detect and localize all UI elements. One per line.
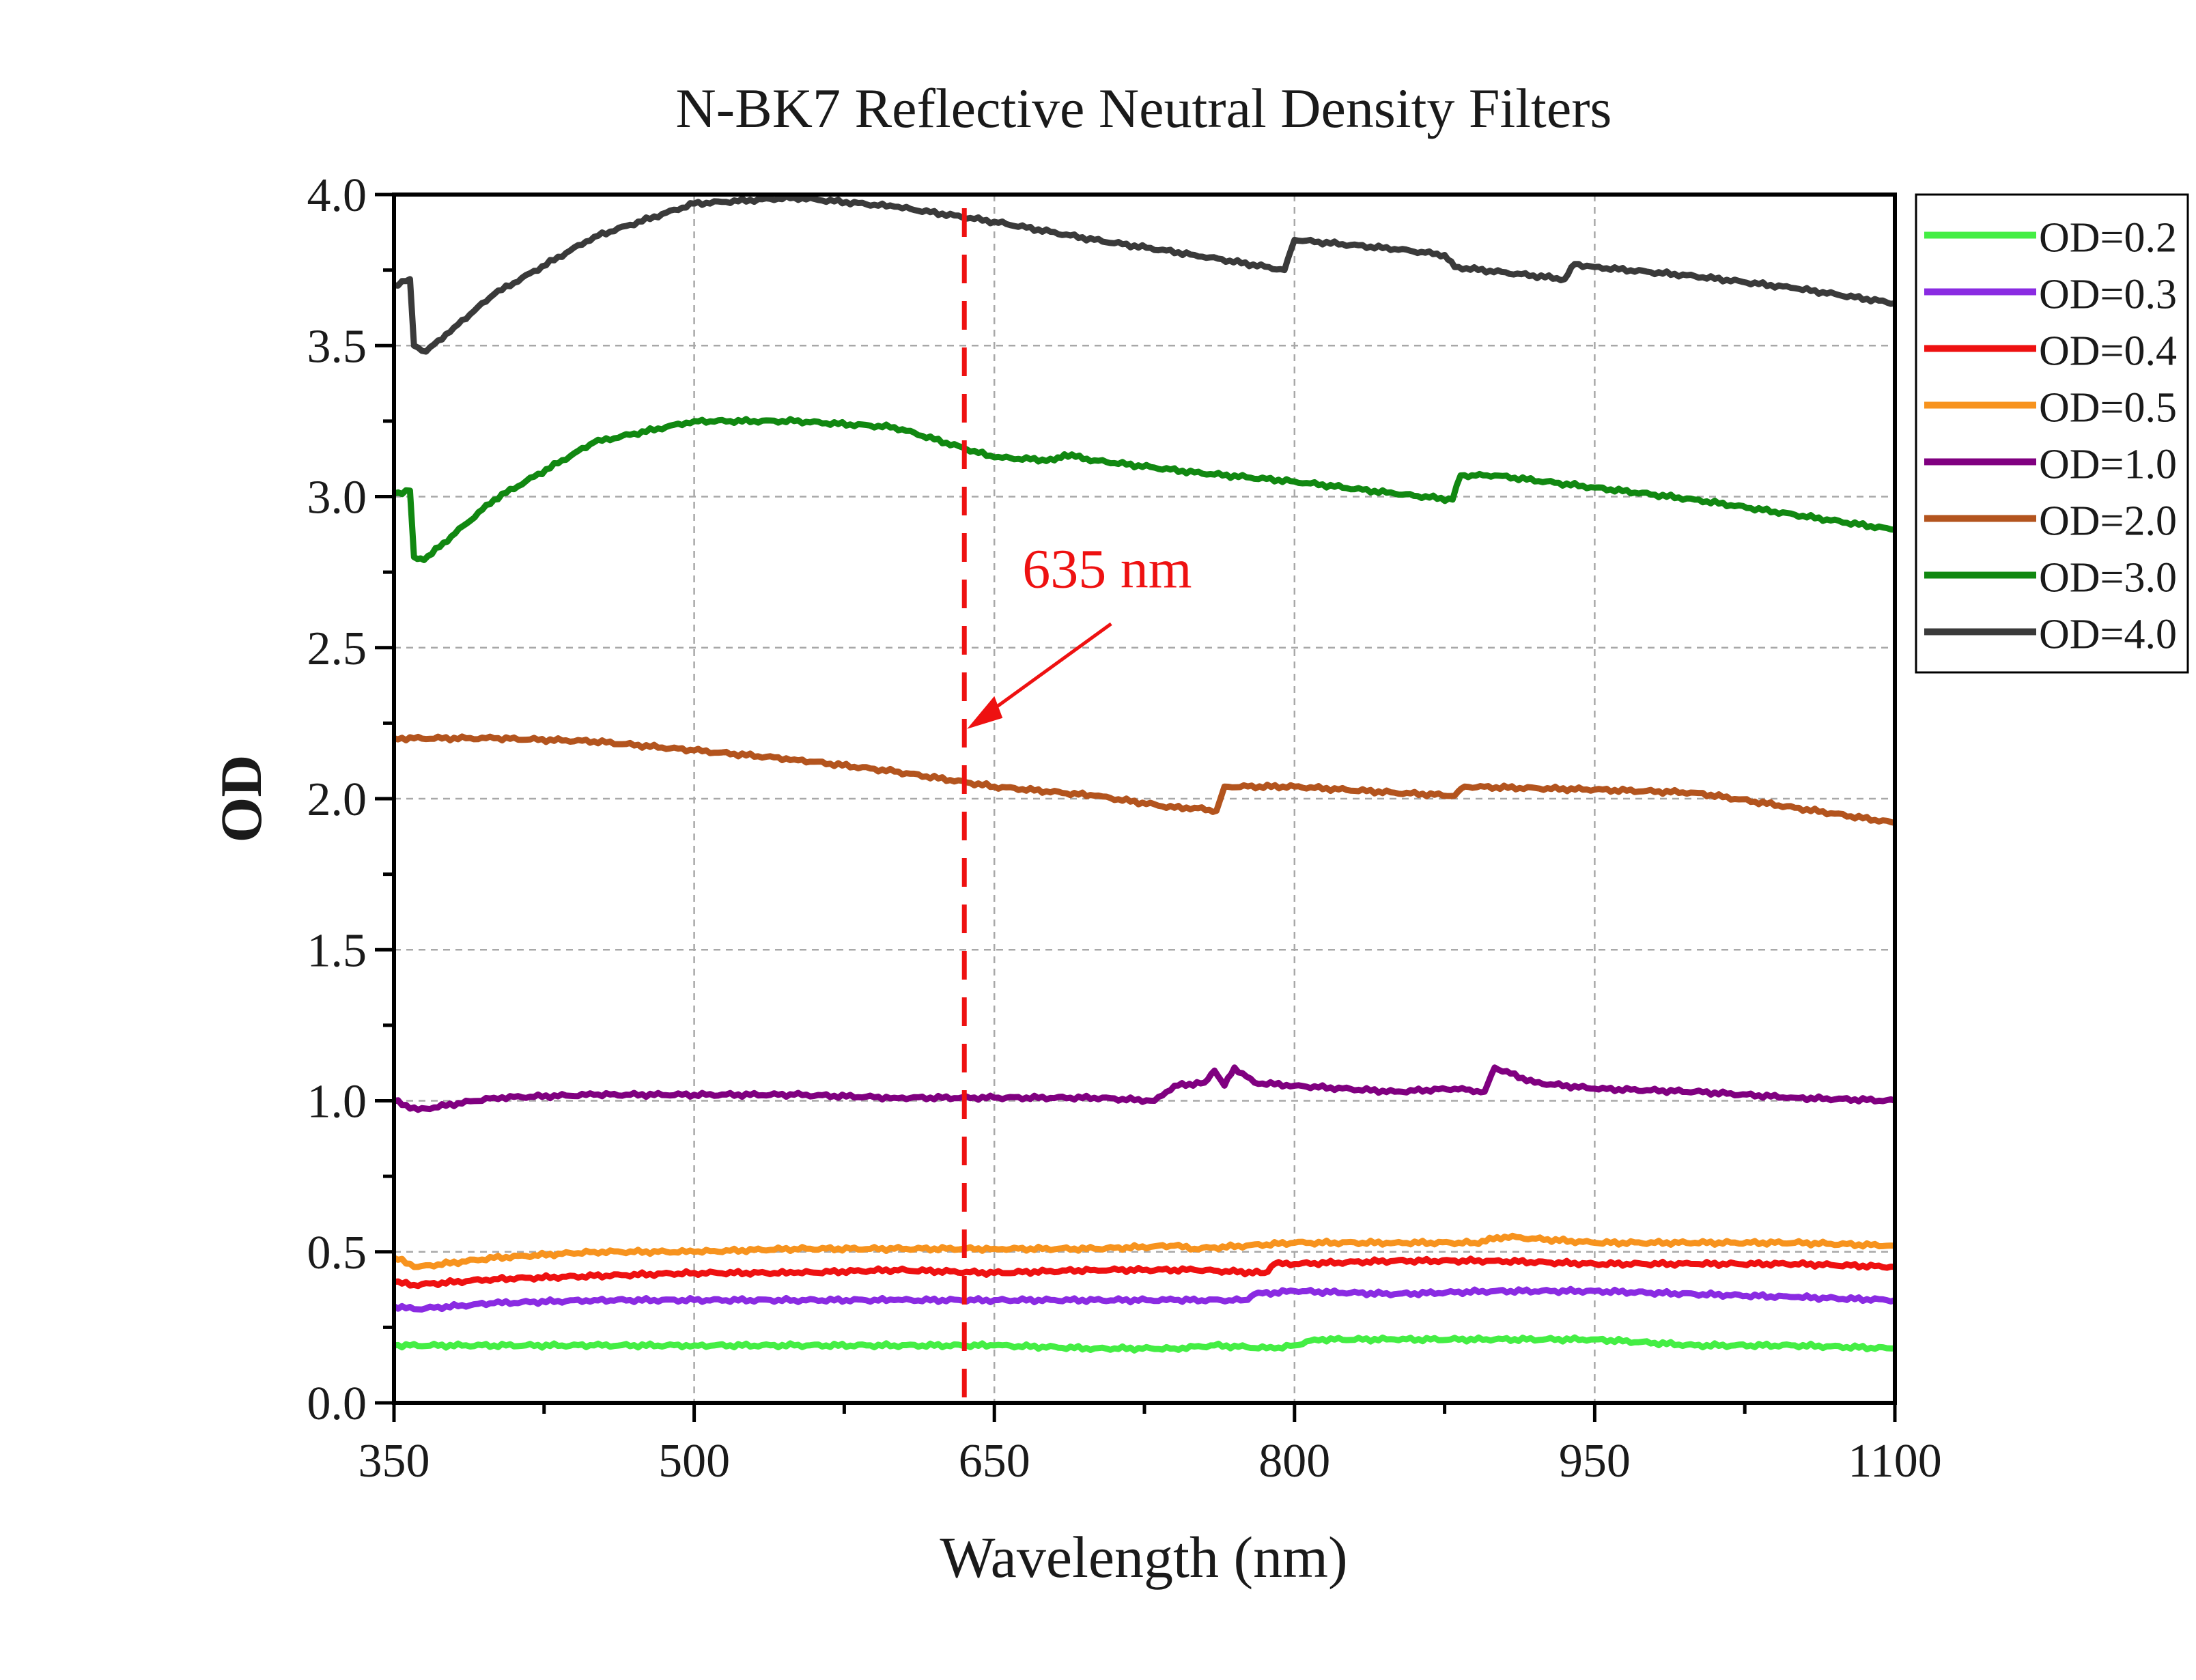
y-tick-label: 0.5 <box>307 1227 367 1279</box>
x-tick-label: 350 <box>358 1435 430 1487</box>
series-line-OD=3.0 <box>393 416 1896 563</box>
legend-label: OD=0.4 <box>2039 328 2177 375</box>
legend-box <box>1915 193 2189 674</box>
legend-label: OD=0.2 <box>2039 215 2177 261</box>
y-tick-label: 1.5 <box>307 924 367 977</box>
chart-title: N-BK7 Reflective Neutral Density Filters <box>676 77 1612 139</box>
x-axis-label: Wavelength (nm) <box>940 1524 1347 1590</box>
series-line-OD=0.3 <box>392 1285 1896 1313</box>
annotation-arrowhead <box>967 696 1003 729</box>
y-tick-label: 1.0 <box>307 1076 367 1128</box>
y-axis-label: OD <box>208 755 274 843</box>
annotation-arrow <box>978 622 1112 721</box>
y-tick-label: 2.5 <box>307 623 367 675</box>
series-line-OD=0.2 <box>393 1334 1896 1354</box>
legend-label: OD=1.0 <box>2039 442 2177 488</box>
legend: OD=0.2 OD=0.3 OD=0.4 OD=0.5 OD=1.0 OD=2.0 OD=3… <box>1915 193 2189 674</box>
y-tick-label: 0.0 <box>307 1378 367 1430</box>
x-tick-label: 1100 <box>1848 1435 1941 1487</box>
legend-label: OD=2.0 <box>2039 498 2177 545</box>
series-group <box>392 193 1896 1354</box>
gridlines <box>394 195 1895 1403</box>
y-tick-label: 2.0 <box>307 773 367 826</box>
series-line-OD=2.0 <box>393 733 1896 826</box>
y-tick-label: 4.0 <box>307 169 367 222</box>
annotation-group: 635 nm <box>961 208 1192 1403</box>
series-line-OD=1.0 <box>393 1064 1896 1113</box>
series-line-OD=4.0 <box>393 193 1896 355</box>
y-tick-label: 3.5 <box>307 320 367 373</box>
series-line-OD=0.5 <box>393 1232 1896 1270</box>
x-tick-label: 800 <box>1258 1435 1330 1487</box>
legend-label: OD=0.3 <box>2039 272 2177 318</box>
y-tick-label: 3.0 <box>307 472 367 524</box>
x-tick-label: 950 <box>1559 1435 1631 1487</box>
x-tick-label: 500 <box>658 1435 730 1487</box>
legend-label: OD=3.0 <box>2039 555 2177 601</box>
axes: 350 500 650 800 950 1100 0.0 0.5 1.0 1.5 2.0 2.5 3.0… <box>307 169 1942 1487</box>
annotation-label: 635 nm <box>1022 537 1192 599</box>
legend-label: OD=4.0 <box>2039 612 2177 658</box>
legend-label: OD=0.5 <box>2039 385 2177 431</box>
series-line-OD=0.4 <box>393 1255 1896 1290</box>
x-tick-label: 650 <box>959 1435 1030 1487</box>
